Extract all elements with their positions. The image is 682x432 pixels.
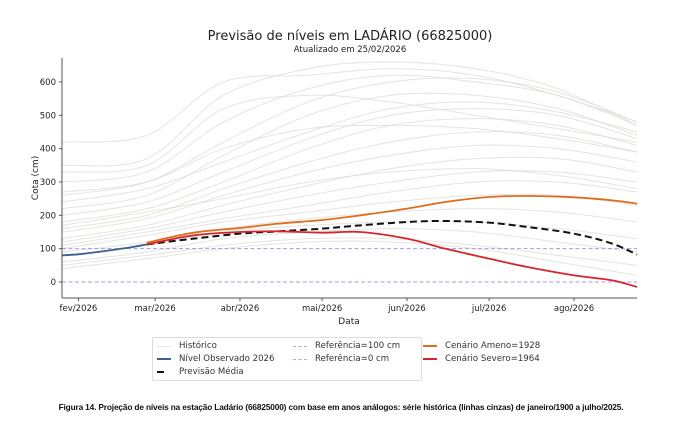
legend-label: Cenário Severo=1964 xyxy=(445,354,540,364)
legend-swatch xyxy=(157,345,171,347)
legend-swatch xyxy=(157,371,164,373)
x-tick-label: fev/2026 xyxy=(60,304,98,314)
historical-line xyxy=(61,193,638,250)
legend-item-historico: Histórico xyxy=(157,341,217,351)
chart-title: Previsão de níveis em LADÁRIO (66825000) xyxy=(208,28,493,44)
legend: Histórico Nível Observado 2026 Previsão … xyxy=(152,337,540,381)
y-tick-label: 400 xyxy=(40,145,56,155)
x-tick-label: jul/2026 xyxy=(471,304,507,314)
historical-line xyxy=(61,144,638,233)
y-tick-label: 100 xyxy=(40,245,56,255)
historical-lines xyxy=(61,61,638,276)
x-tick-label: ago/2026 xyxy=(554,304,594,314)
legend-swatch xyxy=(423,358,437,360)
legend-label: Referência=0 cm xyxy=(315,354,390,364)
legend-swatch xyxy=(157,358,171,360)
legend-item-media: Previsão Média xyxy=(157,367,244,377)
series-line xyxy=(146,230,638,288)
series-line xyxy=(146,219,638,256)
historical-line xyxy=(61,131,638,230)
series-line xyxy=(146,195,638,244)
figure-caption: Figura 14. Projeção de níveis na estação… xyxy=(58,402,624,412)
historical-line xyxy=(61,240,638,276)
historical-line xyxy=(61,180,638,246)
legend-label: Referência=100 cm xyxy=(315,341,401,351)
historical-line xyxy=(61,228,638,263)
historical-line xyxy=(61,92,638,210)
y-tick-label: 300 xyxy=(40,178,56,188)
legend-item-ameno: Cenário Ameno=1928 xyxy=(423,341,540,351)
legend-label: Cenário Ameno=1928 xyxy=(445,341,541,351)
legend-item-observado: Nível Observado 2026 xyxy=(157,354,275,364)
x-tick-label: mar/2026 xyxy=(134,304,175,314)
legend-swatch xyxy=(423,345,437,347)
legend-item-ref0: Referência=0 cm xyxy=(293,354,389,364)
legend-item-severo: Cenário Severo=1964 xyxy=(423,354,540,364)
series-lines xyxy=(61,195,638,288)
legend-label: Nível Observado 2026 xyxy=(179,354,275,364)
x-axis-label: Data xyxy=(338,317,360,327)
y-tick-label: 500 xyxy=(40,111,56,121)
y-tick-label: 600 xyxy=(40,78,56,88)
historical-line xyxy=(61,94,638,173)
historical-line xyxy=(61,124,638,193)
y-axis-label: Cota (cm) xyxy=(31,156,41,200)
reference-lines xyxy=(62,248,637,283)
legend-label: Histórico xyxy=(179,341,217,351)
axes: 0 100 200 300 400 500 600 fev/2026 mar/2026 abr/2… xyxy=(40,58,637,314)
legend-swatch xyxy=(293,345,307,347)
historical-line xyxy=(61,61,638,167)
series-line xyxy=(61,243,148,257)
legend-swatch xyxy=(293,358,307,360)
x-tick-label: jun/2026 xyxy=(387,304,426,314)
legend-label: Previsão Média xyxy=(179,367,244,377)
x-tick-label: mai/2026 xyxy=(302,304,342,314)
historical-line xyxy=(61,74,638,183)
historical-line xyxy=(61,170,638,243)
y-tick-label: 0 xyxy=(51,278,56,288)
y-tick-label: 200 xyxy=(40,211,56,221)
x-tick-label: abr/2026 xyxy=(221,304,260,314)
chart: Previsão de níveis em LADÁRIO (66825000)… xyxy=(31,28,638,327)
historical-line xyxy=(61,101,638,203)
chart-subtitle: Atualizado em 25/02/2026 xyxy=(294,45,407,55)
legend-item-ref100: Referência=100 cm xyxy=(293,341,400,351)
historical-line xyxy=(61,168,638,226)
historical-line xyxy=(61,77,638,196)
historical-line xyxy=(61,118,638,223)
historical-line xyxy=(61,237,638,266)
